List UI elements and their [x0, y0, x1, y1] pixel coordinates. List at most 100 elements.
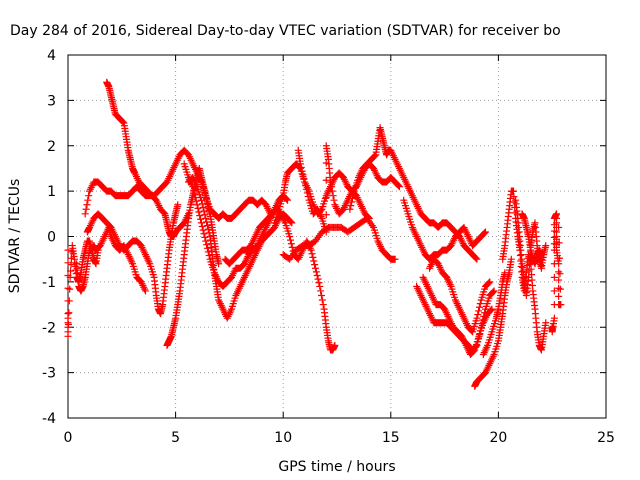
y-tick-label: 4: [47, 48, 56, 64]
data-point: [287, 240, 295, 248]
data-point: [475, 307, 483, 315]
data-point: [555, 239, 563, 247]
data-point: [303, 189, 311, 197]
data-point: [556, 270, 564, 278]
data-point: [199, 203, 207, 211]
data-point: [199, 226, 207, 234]
data-point: [489, 288, 497, 296]
data-point: [67, 261, 75, 269]
data-point: [311, 261, 319, 269]
data-point: [473, 255, 481, 263]
data-point: [299, 171, 307, 179]
data-point: [203, 222, 211, 230]
data-point: [391, 255, 399, 263]
data-point: [318, 291, 326, 299]
chart-title: Day 284 of 2016, Sidereal Day-to-day VTE…: [10, 23, 561, 39]
data-point: [481, 228, 489, 236]
data-point: [141, 287, 149, 295]
data-point: [525, 267, 533, 275]
data-point: [196, 212, 204, 220]
data-point: [315, 279, 323, 287]
data-point: [475, 303, 483, 311]
data-point: [205, 252, 213, 260]
data-point: [327, 178, 335, 186]
data-point: [200, 207, 208, 215]
data-point: [82, 205, 90, 213]
data-point: [300, 174, 308, 182]
data-point: [65, 297, 73, 305]
data-point: [490, 287, 498, 295]
data-point: [556, 254, 564, 262]
data-point: [66, 285, 74, 293]
x-tick-label: 15: [382, 430, 400, 446]
data-point: [329, 192, 337, 200]
data-point: [319, 301, 327, 309]
data-point: [327, 183, 335, 191]
data-point: [64, 321, 72, 329]
data-point: [307, 246, 315, 254]
data-point: [395, 183, 403, 191]
y-tick-label: 2: [47, 139, 56, 155]
data-point: [346, 205, 354, 213]
data-point: [542, 242, 550, 250]
data-point: [203, 218, 211, 226]
data-point: [486, 278, 494, 286]
data-point: [328, 187, 336, 195]
data-point: [202, 214, 210, 222]
data-point: [204, 248, 212, 256]
data-point: [311, 264, 319, 272]
data-point: [349, 191, 357, 199]
data-point: [203, 244, 211, 252]
data-point: [65, 309, 73, 317]
data-point: [191, 193, 199, 201]
data-point: [347, 202, 355, 210]
data-point: [525, 261, 533, 269]
data-point: [287, 236, 295, 244]
data-point: [64, 332, 72, 340]
data-point: [193, 201, 201, 209]
data-point: [348, 194, 356, 202]
data-point: [316, 282, 324, 290]
data-point: [485, 279, 493, 287]
data-point: [287, 218, 295, 226]
data-point: [296, 160, 304, 168]
data-point: [550, 273, 558, 281]
data-point: [205, 229, 213, 237]
y-tick-label: -3: [42, 366, 56, 382]
data-point: [308, 250, 316, 258]
data-point: [189, 183, 197, 191]
data-point: [197, 196, 205, 204]
data-point: [309, 253, 317, 261]
data-point: [288, 243, 296, 251]
data-point: [284, 196, 292, 204]
data-point: [197, 215, 205, 223]
data-point: [215, 260, 223, 268]
data-point: [84, 196, 92, 204]
data-point: [64, 284, 72, 292]
data-point: [301, 178, 309, 186]
x-axis-title: GPS time / hours: [278, 459, 395, 475]
x-tick-label: 10: [274, 430, 292, 446]
data-point: [371, 152, 379, 160]
data-point: [472, 254, 480, 262]
data-point: [550, 287, 558, 295]
data-point: [501, 269, 509, 277]
y-tick-label: -2: [42, 320, 56, 336]
data-point: [318, 296, 326, 304]
data-points: [64, 78, 565, 390]
data-point: [488, 305, 496, 313]
data-point: [322, 176, 330, 184]
y-tick-label: 1: [47, 184, 56, 200]
data-point: [83, 201, 91, 209]
data-point: [81, 210, 89, 218]
y-tick-label: -1: [42, 275, 56, 291]
data-point: [66, 273, 74, 281]
data-point: [198, 200, 206, 208]
data-point: [304, 193, 312, 201]
data-point: [198, 223, 206, 231]
data-point: [283, 195, 291, 203]
data-point: [555, 223, 563, 231]
data-point: [348, 198, 356, 206]
